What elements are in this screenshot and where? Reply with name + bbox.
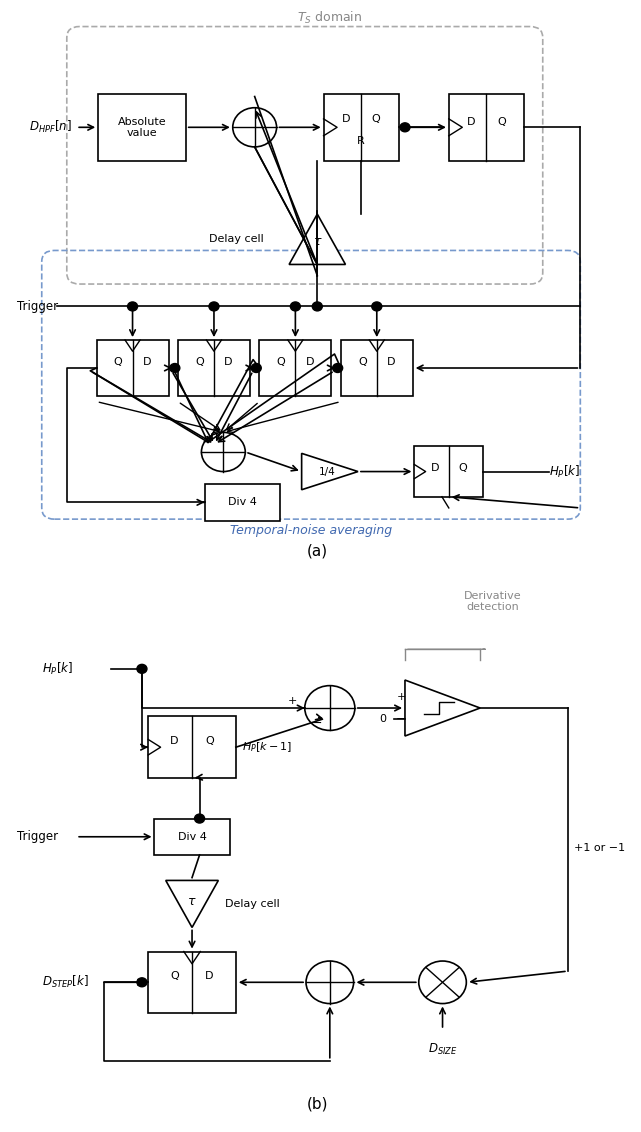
Text: D: D — [431, 463, 439, 472]
FancyBboxPatch shape — [260, 340, 331, 396]
Text: $T_S$ domain: $T_S$ domain — [297, 10, 362, 26]
Circle shape — [372, 302, 382, 311]
Text: $\tau$: $\tau$ — [313, 235, 322, 248]
Text: D: D — [224, 358, 233, 368]
Text: $H_P[k]$: $H_P[k]$ — [549, 463, 580, 480]
Text: $\tau$: $\tau$ — [187, 895, 197, 908]
Text: Q: Q — [205, 736, 214, 746]
Text: D: D — [306, 358, 314, 368]
Text: $H_P[k]$: $H_P[k]$ — [42, 661, 73, 677]
FancyBboxPatch shape — [324, 94, 399, 161]
Text: D: D — [171, 736, 179, 746]
FancyBboxPatch shape — [148, 717, 236, 778]
Circle shape — [209, 302, 219, 311]
Text: (b): (b) — [306, 1096, 328, 1110]
Text: D: D — [342, 114, 351, 125]
Text: Delay cell: Delay cell — [224, 899, 279, 909]
Circle shape — [137, 664, 147, 674]
Circle shape — [333, 363, 343, 372]
Text: Derivative
detection: Derivative detection — [464, 591, 522, 612]
FancyBboxPatch shape — [204, 484, 279, 521]
Text: Trigger: Trigger — [17, 830, 58, 843]
Polygon shape — [302, 454, 358, 490]
Circle shape — [137, 978, 147, 987]
FancyBboxPatch shape — [148, 952, 236, 1013]
Text: D: D — [387, 358, 395, 368]
Text: Delay cell: Delay cell — [210, 234, 264, 245]
FancyBboxPatch shape — [341, 340, 413, 396]
FancyBboxPatch shape — [414, 446, 483, 497]
Text: $H_P[k-1]$: $H_P[k-1]$ — [242, 740, 292, 754]
Circle shape — [128, 302, 138, 311]
Text: Div 4: Div 4 — [178, 832, 206, 842]
Polygon shape — [166, 881, 219, 927]
Text: Div 4: Div 4 — [228, 497, 256, 507]
FancyBboxPatch shape — [97, 340, 169, 396]
Text: Q: Q — [358, 358, 367, 368]
FancyBboxPatch shape — [154, 818, 229, 855]
Text: Trigger: Trigger — [17, 300, 58, 312]
Text: Q: Q — [195, 358, 204, 368]
Text: Q: Q — [170, 971, 179, 981]
Text: $D_{HPF}[n]$: $D_{HPF}[n]$ — [29, 119, 72, 136]
Circle shape — [400, 123, 410, 131]
Circle shape — [290, 302, 301, 311]
Text: Q: Q — [113, 358, 122, 368]
Text: D: D — [205, 971, 214, 981]
Text: Q: Q — [277, 358, 285, 368]
Circle shape — [170, 363, 180, 372]
Text: (a): (a) — [307, 543, 328, 558]
Text: $D_{SIZE}$: $D_{SIZE}$ — [428, 1041, 457, 1057]
Text: +: + — [397, 692, 406, 702]
Text: 0: 0 — [379, 714, 386, 724]
Text: Q: Q — [372, 114, 381, 125]
FancyBboxPatch shape — [98, 94, 186, 161]
Text: Temporal-noise averaging: Temporal-noise averaging — [230, 524, 392, 537]
Text: −: − — [396, 713, 406, 726]
Text: Q: Q — [497, 117, 506, 127]
Text: R: R — [357, 136, 365, 146]
Polygon shape — [405, 680, 480, 736]
Text: D: D — [143, 358, 151, 368]
Circle shape — [251, 363, 262, 372]
Text: $D_{STEP}[k]$: $D_{STEP}[k]$ — [42, 975, 88, 990]
Text: Q: Q — [458, 463, 467, 472]
Text: D: D — [467, 117, 476, 127]
Text: 1/4: 1/4 — [319, 466, 335, 477]
FancyBboxPatch shape — [449, 94, 524, 161]
Text: −: − — [312, 718, 322, 730]
Text: +1 or −1: +1 or −1 — [574, 843, 625, 852]
Text: Absolute
value: Absolute value — [118, 117, 166, 138]
Text: +: + — [288, 696, 297, 706]
Polygon shape — [289, 214, 345, 265]
FancyBboxPatch shape — [178, 340, 250, 396]
Circle shape — [195, 814, 204, 823]
Circle shape — [312, 302, 322, 311]
